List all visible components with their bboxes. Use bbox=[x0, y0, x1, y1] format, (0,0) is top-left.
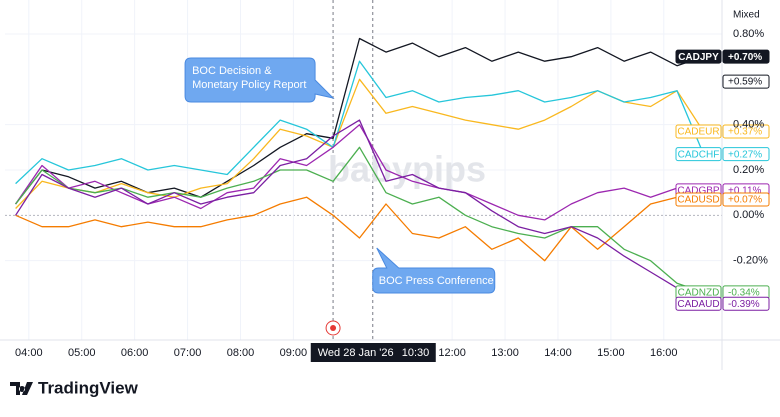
overlay: BOC Decision & Monetary Policy Report BOC … bbox=[184, 49, 770, 362]
brand-logo bbox=[10, 382, 33, 395]
value-badge-label: +0.11% bbox=[728, 186, 762, 197]
series-line bbox=[15, 196, 704, 262]
series-badge-name: CADEUR bbox=[677, 127, 719, 138]
scale-mode[interactable]: Mixed bbox=[733, 10, 760, 21]
series-line bbox=[15, 78, 705, 209]
value-badge-label: +0.70% bbox=[728, 52, 762, 63]
y-tick-label: 0.00% bbox=[733, 209, 764, 221]
series-badge bbox=[675, 296, 722, 311]
callout-text: BOC Press Conference bbox=[379, 275, 494, 287]
value-badge bbox=[722, 74, 770, 89]
crosshair-label-box bbox=[310, 343, 436, 362]
series-badge-name: CADGBP bbox=[677, 186, 720, 197]
grid bbox=[5, 0, 722, 340]
value-badge bbox=[722, 296, 770, 311]
series-line bbox=[15, 37, 704, 205]
value-badge-label: +0.37% bbox=[728, 127, 762, 138]
series-badge bbox=[675, 192, 722, 207]
series-badge bbox=[675, 124, 722, 139]
x-tick-label: 05:00 bbox=[68, 347, 96, 359]
x-tick-label: 08:00 bbox=[227, 347, 255, 359]
series-badge-name: CADUSD bbox=[677, 195, 719, 206]
crosshair-date: Wed 28 Jan '26 bbox=[318, 347, 394, 359]
x-tick-label: 14:00 bbox=[544, 347, 572, 359]
series-badge bbox=[675, 49, 722, 64]
x-tick-label: 07:00 bbox=[174, 347, 202, 359]
callout-text: Monetary Policy Report bbox=[192, 79, 306, 91]
x-tick-label: 06:00 bbox=[121, 347, 149, 359]
x-tick-label: 16:00 bbox=[650, 347, 678, 359]
callout-text: BOC Decision & bbox=[192, 65, 272, 77]
series-line bbox=[15, 146, 704, 294]
value-badge-label: -0.34% bbox=[728, 288, 760, 299]
series-badge-name: CADJPY bbox=[678, 52, 719, 63]
y-tick-label: 0.40% bbox=[733, 119, 764, 131]
series-line bbox=[15, 124, 704, 221]
value-badge bbox=[722, 124, 770, 139]
brand-name: TradingView bbox=[38, 378, 139, 397]
y-tick-label: -0.20% bbox=[733, 255, 768, 267]
series-badge-name: CADCHF bbox=[678, 149, 720, 160]
x-tick-label: 04:00 bbox=[15, 347, 43, 359]
watermark: babypips bbox=[328, 149, 486, 190]
value-badge-label: -0.39% bbox=[728, 299, 760, 310]
x-tick-label: 13:00 bbox=[491, 347, 519, 359]
value-badge bbox=[722, 192, 770, 207]
value-badge-label: +0.59% bbox=[728, 77, 762, 88]
value-badge-label: +0.27% bbox=[728, 149, 762, 160]
crosshair-time: 10:30 bbox=[402, 347, 430, 359]
series-badge-name: CADAUD bbox=[677, 299, 719, 310]
event-flag-dot bbox=[330, 325, 337, 331]
value-badge-label: +0.07% bbox=[728, 195, 762, 206]
callout-box bbox=[184, 57, 335, 103]
y-tick-label: 0.80% bbox=[733, 28, 764, 40]
x-tick-label: 09:00 bbox=[280, 347, 308, 359]
x-tick-label: 12:00 bbox=[438, 347, 466, 359]
callout-box bbox=[372, 247, 496, 294]
value-badge bbox=[722, 49, 770, 64]
series-lines bbox=[15, 37, 705, 305]
series-line bbox=[15, 119, 704, 305]
series-line bbox=[15, 60, 705, 185]
series-badge bbox=[675, 147, 722, 162]
series-badge-name: CADNZD bbox=[678, 288, 720, 299]
y-tick-label: 0.20% bbox=[733, 164, 764, 176]
x-tick-label: 15:00 bbox=[597, 347, 625, 359]
value-badge bbox=[722, 147, 770, 162]
